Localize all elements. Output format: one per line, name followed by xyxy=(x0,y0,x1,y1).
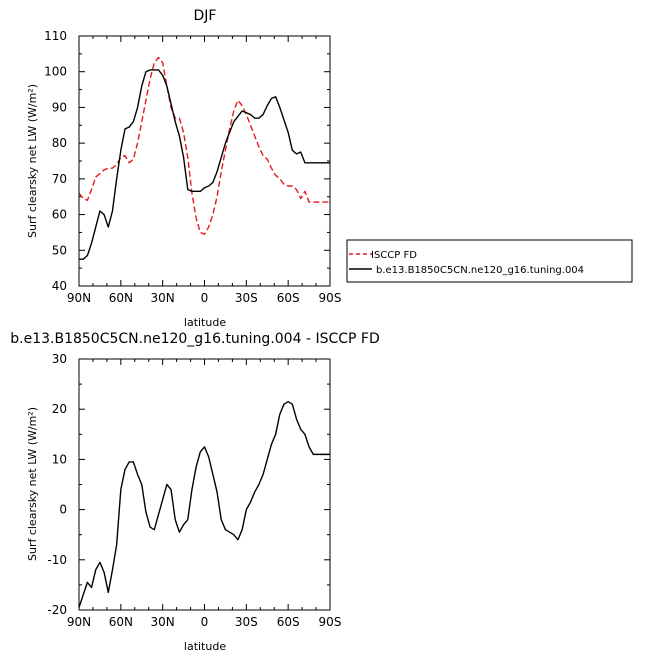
top-y-tick-label: 70 xyxy=(52,172,67,186)
top-y-tick-label: 40 xyxy=(52,279,67,293)
bottom-chart-title: b.e13.B1850C5CN.ne120_g16.tuning.004 - I… xyxy=(10,331,380,347)
bottom-y-axis-title-text: Surf clearsky net LW (W/m²) xyxy=(26,407,39,561)
bottom-y-tick-label: 20 xyxy=(52,402,67,416)
bottom-y-axis-title: Surf clearsky net LW (W/m²) xyxy=(26,407,39,561)
bottom-y-tick-label: 10 xyxy=(52,452,67,466)
bottom-x-tick-label: 60S xyxy=(277,615,300,629)
top-x-tick-label: 60N xyxy=(109,291,133,305)
top-plot-frame xyxy=(78,35,331,287)
bottom-x-tick-label: 30S xyxy=(235,615,258,629)
bottom-plot-frame xyxy=(78,358,331,611)
bottom-chart-panel: b.e13.B1850C5CN.ne120_g16.tuning.004 - I… xyxy=(10,331,380,653)
top-y-tick-label: 50 xyxy=(52,243,67,257)
bottom-series-line-0 xyxy=(78,400,330,608)
top-chart-panel: DJF Surf clearsky net LW (W/m²) latitude… xyxy=(26,8,341,329)
top-y-axis-title: Surf clearsky net LW (W/m²) xyxy=(26,84,39,238)
bottom-y-tick-label: 0 xyxy=(59,503,67,517)
top-x-tick-label: 30S xyxy=(235,291,258,305)
bottom-y-tick-label: -10 xyxy=(47,553,67,567)
top-y-tick-label: 60 xyxy=(52,208,67,222)
top-y-tick-label: 90 xyxy=(52,100,67,114)
top-series-line-1 xyxy=(79,69,330,260)
bottom-x-tick-label: 0 xyxy=(201,615,209,629)
legend-box xyxy=(346,239,633,283)
top-chart-title: DJF xyxy=(194,8,217,24)
top-chart-marks: 90N 60N 30N 0 30S 60S 90S 40 50 60 70 80 90 100 110 xyxy=(44,29,341,305)
top-y-tick-label: 110 xyxy=(44,29,67,43)
bottom-x-tick-label: 90N xyxy=(67,615,91,629)
legend-label-isccp: ISCCP FD xyxy=(371,250,417,261)
bottom-x-tick-label: 60N xyxy=(109,615,133,629)
top-x-axis-title: latitude xyxy=(184,316,226,329)
bottom-y-tick-label: -20 xyxy=(47,603,67,617)
top-y-axis-title-text: Surf clearsky net LW (W/m²) xyxy=(26,84,39,238)
bottom-x-tick-label: 30N xyxy=(151,615,175,629)
bottom-x-axis-title: latitude xyxy=(184,640,226,653)
top-y-tick-label: 80 xyxy=(52,136,67,150)
top-series-line-0 xyxy=(78,56,330,235)
top-x-tick-label: 60S xyxy=(277,291,300,305)
bottom-y-tick-label: 30 xyxy=(52,352,67,366)
top-x-tick-label: 0 xyxy=(201,291,209,305)
top-x-tick-label: 30N xyxy=(151,291,175,305)
bottom-chart-marks: 90N 60N 30N 0 30S 60S 90S -20 -10 0 10 20 30 xyxy=(47,352,341,629)
legend: ISCCP FD b.e13.B1850C5CN.ne120_g16.tunin… xyxy=(346,239,633,283)
bottom-x-tick-label: 90S xyxy=(319,615,342,629)
top-x-tick-label: 90S xyxy=(319,291,342,305)
top-y-tick-label: 100 xyxy=(44,65,67,79)
legend-label-model: b.e13.B1850C5CN.ne120_g16.tuning.004 xyxy=(376,265,584,276)
top-x-tick-label: 90N xyxy=(67,291,91,305)
